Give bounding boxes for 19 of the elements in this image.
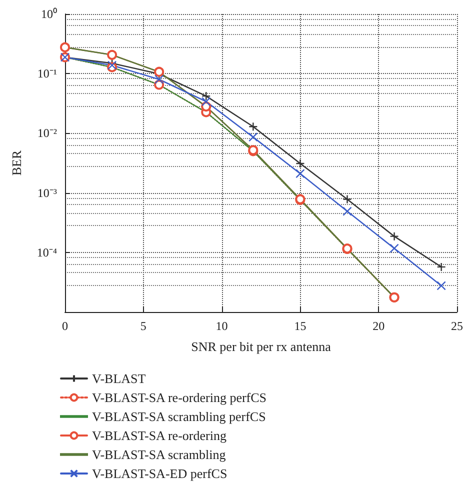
x-tick-label: 25 <box>451 319 463 333</box>
y-tick-label: 10⁰ <box>41 7 57 21</box>
x-tick-label: 5 <box>140 319 146 333</box>
legend-label: V-BLAST-SA-ED perfCS <box>92 466 228 481</box>
x-axis-title: SNR per bit per rx antenna <box>191 339 332 354</box>
legend-label: V-BLAST-SA scrambling <box>92 447 226 462</box>
x-tick-label: 20 <box>372 319 385 333</box>
x-tick-label: 0 <box>62 319 68 333</box>
legend-label: V-BLAST-SA re-ordering perfCS <box>92 390 267 405</box>
y-tick-label: 10⁻² <box>37 126 58 140</box>
y-tick-label: 10⁻¹ <box>37 66 58 81</box>
legend-label: V-BLAST-SA scrambling perfCS <box>92 409 266 424</box>
legend-label: V-BLAST-SA re-ordering <box>92 428 227 443</box>
y-tick-label: 10⁻³ <box>37 186 58 200</box>
x-tick-label: 10 <box>216 319 228 333</box>
legend-label: V-BLAST <box>92 371 146 386</box>
x-tick-label: 15 <box>294 319 306 333</box>
y-axis-title: BER <box>9 150 24 176</box>
y-tick-label: 10⁻⁴ <box>36 245 57 260</box>
